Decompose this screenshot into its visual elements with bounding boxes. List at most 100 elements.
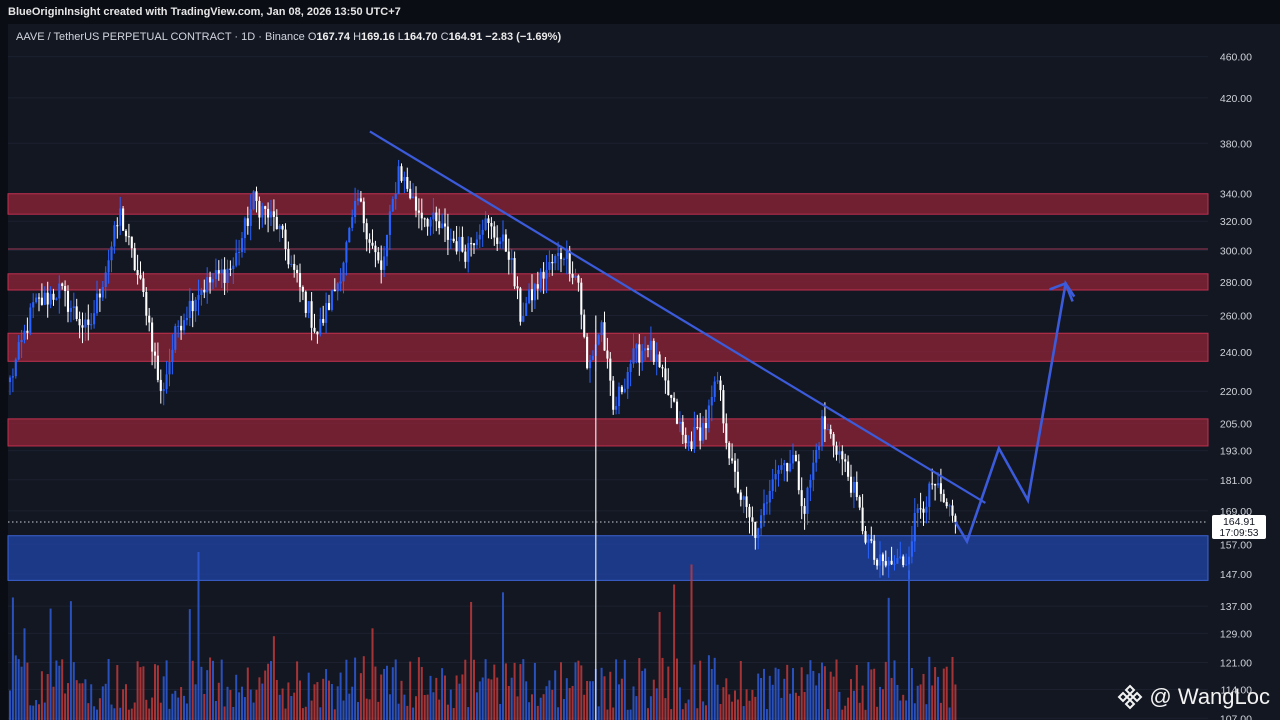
volume-bar	[249, 689, 252, 720]
volume-bar	[406, 705, 409, 720]
volume-bars	[9, 551, 957, 720]
candle-body	[493, 226, 496, 238]
candle-body	[458, 236, 461, 252]
candle-body	[713, 381, 716, 397]
volume-bar	[722, 687, 725, 720]
candle-body	[681, 421, 684, 435]
candle-body	[690, 441, 693, 449]
attribution-text: BlueOriginInsight created with TradingVi…	[8, 6, 401, 18]
candle-body	[629, 363, 632, 373]
volume-bar	[281, 688, 284, 720]
candle-body	[93, 313, 96, 325]
volume-bar	[301, 708, 304, 720]
volume-bar	[229, 689, 232, 720]
candle-body	[432, 212, 435, 220]
candle-body	[757, 528, 760, 538]
candle-body	[568, 250, 571, 274]
candle-body	[438, 221, 441, 228]
volume-bar	[362, 656, 365, 720]
candle-body	[220, 269, 223, 274]
volume-bar	[818, 673, 821, 720]
volume-bar	[409, 661, 412, 720]
candle-body	[530, 289, 534, 301]
candle-body	[928, 483, 931, 507]
price-tick-label: 420.00	[1220, 93, 1252, 105]
candle-body	[194, 299, 197, 312]
volume-bar	[545, 686, 548, 720]
candle-body	[539, 271, 542, 289]
candle-body	[217, 270, 220, 274]
candle-body	[490, 222, 493, 227]
volume-bar	[415, 696, 417, 720]
volume-bar	[951, 656, 954, 720]
candle-body	[646, 348, 650, 350]
candle-body	[809, 479, 812, 488]
candle-body	[293, 263, 296, 270]
volume-bar	[557, 707, 560, 720]
volume-bar	[571, 685, 574, 720]
candle-body	[513, 258, 516, 287]
candle-body	[325, 303, 328, 323]
price-tick-label: 280.00	[1220, 277, 1252, 289]
volume-bar	[823, 666, 826, 720]
candle-body	[707, 405, 710, 429]
volume-bar	[342, 700, 345, 720]
price-axis: 460.00 420.00 380.00 340.00 320.00 300.00 280.…	[1212, 52, 1266, 720]
candle-body	[417, 210, 420, 213]
candle-body	[748, 506, 751, 518]
candle-body	[765, 502, 768, 504]
candle-body	[267, 208, 270, 218]
candle-body	[812, 462, 815, 480]
ohlc-close-label: C	[440, 31, 449, 43]
candle-body	[884, 561, 887, 566]
volume-bar	[130, 708, 133, 720]
volume-bar	[673, 584, 676, 720]
candle-body	[232, 265, 235, 270]
volume-bar	[525, 681, 528, 720]
volume-bar	[345, 659, 348, 720]
candle-body	[638, 344, 641, 363]
binance-diamond-icon	[1118, 684, 1143, 710]
volume-bar	[412, 707, 415, 720]
volume-bar	[110, 704, 113, 720]
candle-body	[617, 386, 621, 407]
candle-body	[252, 191, 255, 210]
volume-bar	[609, 671, 612, 720]
candle-body	[684, 434, 687, 444]
candle-body	[829, 429, 832, 435]
volume-bar	[768, 675, 771, 720]
volume-bar	[667, 666, 670, 720]
candle-body	[583, 314, 586, 337]
candle-body	[243, 218, 246, 239]
candle-body	[733, 460, 737, 472]
candle-body	[600, 322, 603, 336]
volume-bar	[763, 668, 765, 720]
ohlc-high: 169.16	[361, 31, 395, 43]
volume-bar	[475, 692, 478, 720]
volume-bar	[548, 680, 551, 720]
volume-bar	[174, 690, 177, 720]
volume-bar	[748, 700, 751, 720]
candle-body	[159, 379, 162, 391]
volume-bar	[658, 612, 661, 720]
candle-body	[719, 380, 722, 391]
candle-body	[655, 354, 658, 362]
candle-body	[910, 541, 913, 557]
candle-body	[290, 263, 293, 265]
candle-body	[870, 539, 873, 541]
candle-body	[275, 216, 278, 230]
volume-bar	[690, 564, 693, 720]
volume-bar	[942, 668, 945, 720]
volume-bar	[681, 709, 684, 720]
watermark: @ WangLoc	[1117, 684, 1270, 710]
volume-bar	[14, 655, 17, 720]
candle-body	[281, 225, 284, 230]
candlesticks	[8, 159, 957, 720]
candle-body	[66, 290, 70, 312]
volume-bar	[652, 679, 655, 720]
candle-body	[298, 273, 302, 288]
candle-body	[307, 301, 310, 314]
candle-body	[412, 196, 415, 199]
candle-body	[287, 249, 290, 265]
